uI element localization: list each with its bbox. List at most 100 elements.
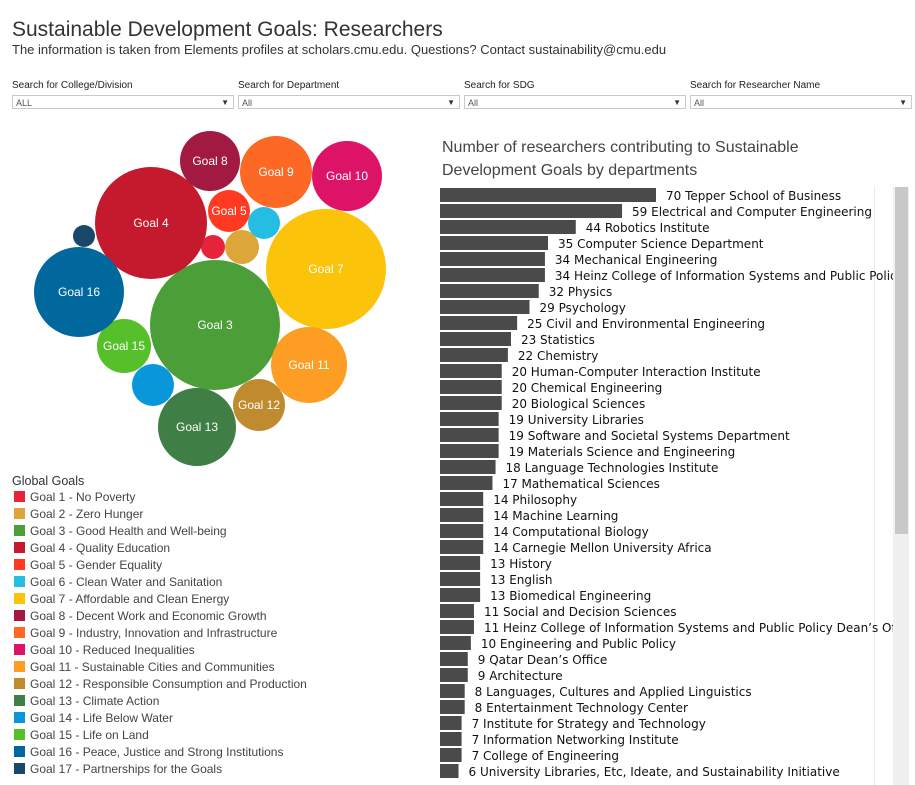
bar-label-27: 11 Heinz College of Information Systems …: [484, 621, 893, 635]
bar-10[interactable]: [440, 348, 508, 362]
filter-college-label: Search for College/Division: [12, 80, 133, 91]
bubble-goal-10[interactable]: [312, 141, 382, 211]
legend-item-goal-7[interactable]: Goal 7 - Affordable and Clean Energy: [14, 592, 229, 609]
bar-label-25: 13 Biomedical Engineering: [490, 589, 651, 603]
legend-swatch: [14, 712, 25, 723]
filter-sdg-select[interactable]: All ▼: [464, 95, 686, 109]
bar-7[interactable]: [440, 300, 530, 314]
bar-9[interactable]: [440, 332, 511, 346]
bar-22[interactable]: [440, 540, 484, 554]
legend-item-goal-17[interactable]: Goal 17 - Partnerships for the Goals: [14, 762, 222, 779]
filter-researcher: Search for Researcher Name All ▼: [690, 80, 912, 109]
bar-label-23: 13 History: [490, 557, 552, 571]
legend-item-goal-1[interactable]: Goal 1 - No Poverty: [14, 490, 135, 507]
legend-item-goal-10[interactable]: Goal 10 - Reduced Inequalities: [14, 643, 195, 660]
bubble-goal-17[interactable]: [73, 225, 95, 247]
legend-label: Goal 12 - Responsible Consumption and Pr…: [30, 677, 307, 691]
bubble-goal-6[interactable]: [248, 207, 280, 239]
bar-30[interactable]: [440, 668, 468, 682]
bar-34[interactable]: [440, 732, 462, 746]
bar-11[interactable]: [440, 364, 502, 378]
bar-15[interactable]: [440, 428, 499, 442]
bar-20[interactable]: [440, 508, 484, 522]
legend-item-goal-4[interactable]: Goal 4 - Quality Education: [14, 541, 170, 558]
legend-item-goal-9[interactable]: Goal 9 - Industry, Innovation and Infras…: [14, 626, 277, 643]
bar-6[interactable]: [440, 284, 539, 298]
legend-title: Global Goals: [12, 474, 85, 488]
dropdown-arrow-icon[interactable]: ▼: [447, 98, 455, 107]
bar-12[interactable]: [440, 380, 502, 394]
bar-17[interactable]: [440, 460, 496, 474]
bubble-goal-8[interactable]: [180, 131, 240, 191]
bubble-goal-1[interactable]: [201, 235, 225, 259]
bar-33[interactable]: [440, 716, 462, 730]
bar-14[interactable]: [440, 412, 499, 426]
bar-19[interactable]: [440, 492, 484, 506]
bar-8[interactable]: [440, 316, 518, 330]
bar-28[interactable]: [440, 636, 471, 650]
bar-31[interactable]: [440, 684, 465, 698]
bar-0[interactable]: [440, 188, 656, 202]
dropdown-arrow-icon[interactable]: ▼: [221, 98, 229, 107]
bar-2[interactable]: [440, 220, 576, 234]
bar-29[interactable]: [440, 652, 468, 666]
legend-label: Goal 4 - Quality Education: [30, 541, 171, 555]
bar-35[interactable]: [440, 748, 462, 762]
legend-label: Goal 3 - Good Health and Well-being: [30, 524, 227, 538]
legend-item-goal-8[interactable]: Goal 8 - Decent Work and Economic Growth: [14, 609, 267, 626]
bubble-goal-13[interactable]: [158, 388, 236, 466]
legend-item-goal-13[interactable]: Goal 13 - Climate Action: [14, 694, 159, 711]
legend-item-goal-3[interactable]: Goal 3 - Good Health and Well-being: [14, 524, 227, 541]
bubble-goal-2[interactable]: [225, 230, 259, 264]
bubble-label-goal-4: Goal 4: [133, 216, 169, 230]
bar-21[interactable]: [440, 524, 484, 538]
bubble-goal-15[interactable]: [97, 319, 151, 373]
bar-27[interactable]: [440, 620, 474, 634]
bubble-goal-12[interactable]: [233, 379, 285, 431]
bar-24[interactable]: [440, 572, 481, 586]
bar-16[interactable]: [440, 444, 499, 458]
bar-label-28: 10 Engineering and Public Policy: [481, 637, 676, 651]
bubble-goal-5[interactable]: [208, 190, 250, 232]
bubble-goal-14[interactable]: [132, 364, 174, 406]
bubble-goal-11[interactable]: [271, 327, 347, 403]
bar-23[interactable]: [440, 556, 481, 570]
bar-label-15: 19 Software and Societal Systems Departm…: [509, 429, 790, 443]
legend-item-goal-12[interactable]: Goal 12 - Responsible Consumption and Pr…: [14, 677, 307, 694]
bubble-goal-9[interactable]: [240, 136, 312, 208]
bar-1[interactable]: [440, 204, 623, 218]
bar-32[interactable]: [440, 700, 465, 714]
bar-18[interactable]: [440, 476, 493, 490]
bar-4[interactable]: [440, 252, 545, 266]
filter-college-select[interactable]: ALL ▼: [12, 95, 234, 109]
bubble-goal-7[interactable]: [266, 209, 386, 329]
bar-label-31: 8 Languages, Cultures and Applied Lingui…: [475, 685, 752, 699]
bubble-goal-3[interactable]: [150, 260, 280, 390]
bar-label-36: 6 University Libraries, Etc, Ideate, and…: [469, 765, 840, 779]
legend-item-goal-14[interactable]: Goal 14 - Life Below Water: [14, 711, 173, 728]
filter-researcher-select[interactable]: All ▼: [690, 95, 912, 109]
bubble-goal-16[interactable]: [34, 247, 124, 337]
bar-3[interactable]: [440, 236, 548, 250]
bubble-label-goal-7: Goal 7: [308, 262, 344, 276]
legend-item-goal-16[interactable]: Goal 16 - Peace, Justice and Strong Inst…: [14, 745, 283, 762]
legend-item-goal-5[interactable]: Goal 5 - Gender Equality: [14, 558, 162, 575]
bar-13[interactable]: [440, 396, 502, 410]
legend-item-goal-11[interactable]: Goal 11 - Sustainable Cities and Communi…: [14, 660, 275, 677]
bar-25[interactable]: [440, 588, 481, 602]
legend-label: Goal 10 - Reduced Inequalities: [30, 643, 195, 657]
filter-department-select[interactable]: All ▼: [238, 95, 460, 109]
bubble-goal-4[interactable]: [95, 167, 207, 279]
dropdown-arrow-icon[interactable]: ▼: [899, 98, 907, 107]
scrollbar-thumb[interactable]: [895, 187, 908, 534]
dropdown-arrow-icon[interactable]: ▼: [673, 98, 681, 107]
bar-36[interactable]: [440, 764, 459, 778]
bar-5[interactable]: [440, 268, 545, 282]
legend-item-goal-6[interactable]: Goal 6 - Clean Water and Sanitation: [14, 575, 222, 592]
filter-college-value: ALL: [16, 98, 33, 108]
bar-label-29: 9 Qatar Dean’s Office: [478, 653, 608, 667]
bar-26[interactable]: [440, 604, 474, 618]
legend-item-goal-15[interactable]: Goal 15 - Life on Land: [14, 728, 149, 745]
page-title: Sustainable Development Goals: Researche…: [12, 18, 443, 41]
legend-item-goal-2[interactable]: Goal 2 - Zero Hunger: [14, 507, 143, 524]
